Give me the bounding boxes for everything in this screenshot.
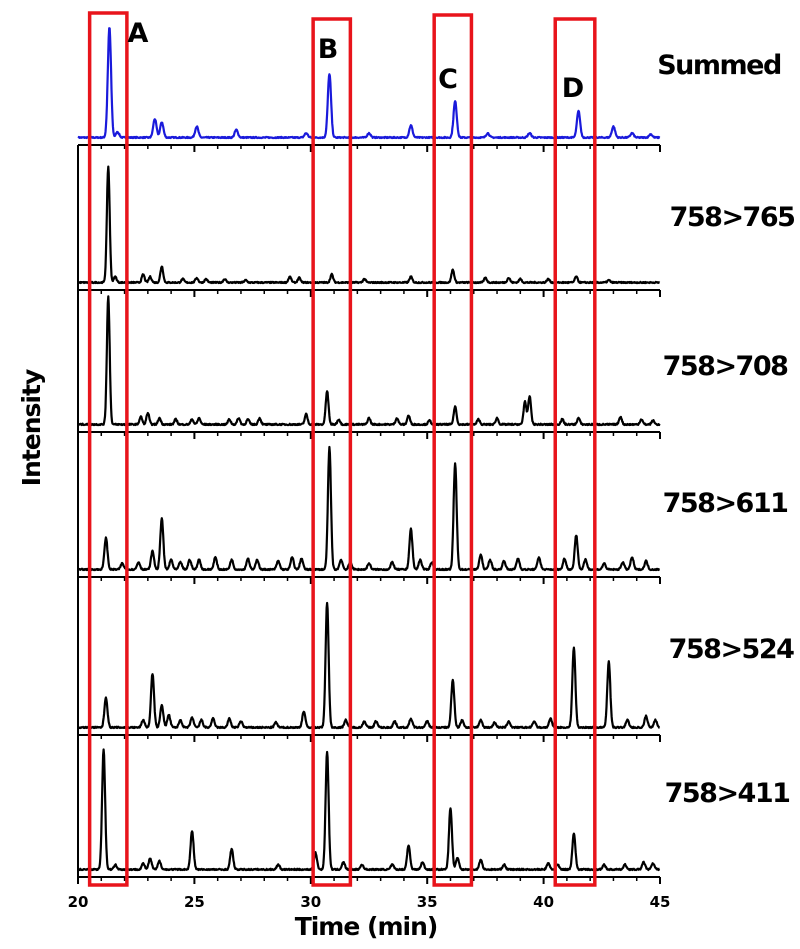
peak-letter-b: B: [318, 34, 339, 65]
panel-758-765: 758>765: [77, 165, 796, 297]
panel-758-708: 758>708: [77, 295, 790, 439]
x-tick-label: 45: [650, 893, 671, 911]
x-axis-title: Time (min): [295, 912, 438, 941]
panel-summed: Summed: [77, 27, 782, 152]
highlight-box-b: [311, 17, 353, 887]
series-line-758-708: [77, 295, 661, 427]
panel-758-411: 758>411: [77, 748, 791, 884]
series-line-758-611: [77, 445, 661, 572]
highlight-box-c: [432, 13, 474, 887]
x-axis: 20 25 30 35 40 45: [68, 145, 671, 911]
series-label-758-708: 758>708: [663, 351, 789, 382]
series-label-758-411: 758>411: [665, 778, 790, 809]
x-tick-label: 20: [68, 893, 89, 911]
highlight-box-d: [553, 17, 597, 887]
series-label-758-765: 758>765: [670, 202, 795, 233]
x-tick-label: 35: [417, 893, 438, 911]
series-label-758-524: 758>524: [669, 634, 795, 665]
highlight-windows: A B C D: [87, 11, 597, 887]
x-tick-label: 40: [533, 893, 554, 911]
series-line-758-411: [77, 748, 661, 872]
x-tick-label: 25: [184, 893, 205, 911]
series-line-758-765: [77, 165, 661, 285]
peak-letter-c: C: [438, 64, 458, 95]
peak-letter-a: A: [128, 18, 149, 49]
series-label-758-611: 758>611: [663, 488, 788, 519]
series-line-758-524: [77, 601, 661, 730]
chromatogram-panels: Summed 758>765 758>708 758>611 758>524 758>41…: [77, 27, 796, 884]
x-tick-label: 30: [300, 893, 321, 911]
panel-758-524: 758>524: [77, 601, 796, 742]
series-label-summed: Summed: [657, 50, 781, 81]
y-axis-title: Intensity: [17, 369, 46, 486]
highlight-box-a: [87, 11, 129, 887]
series-line-summed: [77, 27, 661, 140]
panel-758-611: 758>611: [77, 445, 789, 584]
peak-letter-d: D: [562, 73, 584, 104]
